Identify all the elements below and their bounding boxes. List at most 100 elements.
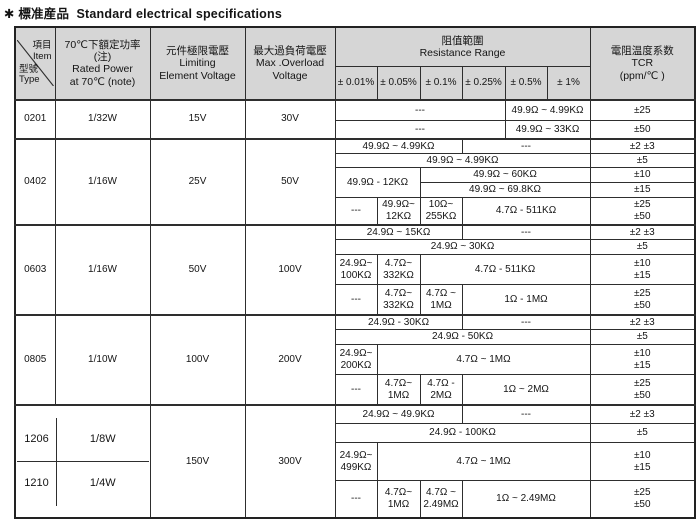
overload-voltage-cell: 300V (244, 403, 336, 519)
range-cell: 24.9Ω - 30KΩ (334, 313, 463, 331)
row-1206-2: 24.9Ω - 100KΩ ±5 (15, 423, 696, 444)
type-cell: 0603 (14, 223, 56, 316)
range-cell: 49.9Ω ~ 4.99KΩ (334, 153, 591, 169)
range-cell: 24.9Ω ~ 49.9KΩ (334, 403, 463, 425)
tcr-cell: ±10 (589, 167, 696, 184)
range-cell: 49.9Ω ~ 4.99KΩ (504, 98, 591, 122)
range-cell: --- (334, 197, 378, 226)
range-cell: --- (334, 374, 378, 406)
tcr-cell: ±10 ±15 (589, 254, 696, 286)
rated-power-cell: 1/32W (54, 98, 151, 140)
tcr-cell: ±25 (589, 98, 696, 122)
tcr-cell: ±5 (589, 239, 696, 256)
range-cell: 1Ω ~ 2.49MΩ (461, 479, 591, 519)
row-0805-4: --- 4.7Ω~ 1MΩ 4.7Ω - 2MΩ 1Ω ~ 2MΩ ±25 ±5… (15, 374, 696, 406)
range-cell: 1Ω ~ 2MΩ (461, 374, 591, 406)
header-limiting-voltage: 元件極限電壓 Limiting Element Voltage (149, 26, 246, 101)
range-cell: 4.7Ω~ 332KΩ (376, 284, 421, 316)
rated-power-cell: 1/4W (89, 477, 116, 490)
spec-table: 項目 Item 型號 Type 70℃下額定功率(注) Rated Power … (14, 26, 696, 519)
row-0402-5: --- 49.9Ω~ 12KΩ 10Ω~ 255KΩ 4.7Ω - 511KΩ … (15, 197, 696, 226)
header-row-2: ± 0.01% ± 0.05% ± 0.1% ± 0.25% ± 0.5% ± … (15, 66, 695, 101)
row-0603-3: 24.9Ω~ 100KΩ 4.7Ω~ 332KΩ 4.7Ω - 511KΩ ±1… (15, 254, 696, 286)
type-cell: 0805 (14, 313, 56, 406)
row-0402-4: 49.9Ω ~ 69.8KΩ ±15 (15, 182, 696, 199)
limiting-voltage-cell: 100V (149, 313, 246, 406)
type-power-split-cell: 1206 1/8W 1210 1/4W (14, 403, 151, 519)
row-0402-1: 0402 1/16W 25V 50V 49.9Ω ~ 4.99KΩ --- ±2… (14, 137, 696, 226)
limiting-voltage-cell: 150V (149, 403, 246, 519)
corner-wrap: 項目 Item 型號 Type (17, 40, 54, 87)
range-cell: 24.9Ω - 50KΩ (334, 329, 591, 346)
tcr-cell: ±5 (589, 423, 696, 444)
tcr-cell: ±10 ±15 (589, 344, 696, 376)
rated-power-cell: 1/16W (54, 223, 151, 316)
range-cell: 24.9Ω~ 100KΩ (334, 254, 378, 286)
range-cell: 49.9Ω ~ 33KΩ (504, 120, 591, 140)
range-cell: 24.9Ω ~ 30KΩ (334, 239, 591, 256)
rated-power-cell: 1/16W (54, 137, 151, 226)
range-cell: 4.7Ω ~ 2.49MΩ (419, 479, 463, 519)
range-cell: 24.9Ω~ 499KΩ (334, 442, 378, 481)
header-tol-1: ± 1% (546, 66, 591, 101)
row-0201-2: --- 49.9Ω ~ 33KΩ ±50 (15, 120, 696, 140)
split-grid: 1206 1/8W 1210 1/4W (17, 417, 149, 506)
limiting-voltage-cell: 50V (149, 223, 246, 316)
type-cell: 1206 (17, 417, 57, 462)
tcr-cell: ±25 ±50 (589, 374, 696, 406)
range-cell: 49.9Ω~ 12KΩ (376, 197, 421, 226)
corner-cell: 項目 Item 型號 Type (14, 26, 56, 101)
range-cell: 24.9Ω - 100KΩ (334, 423, 591, 444)
range-cell: --- (461, 313, 591, 331)
row-0201-1: 0201 1/32W 15V 30V --- 49.9Ω ~ 4.99KΩ ±2… (14, 98, 696, 140)
corner-item-label: 項目 Item (32, 40, 52, 62)
range-cell: --- (461, 137, 591, 155)
tcr-cell: ±25 ±50 (589, 197, 696, 226)
range-cell: 4.7Ω ~ 1MΩ (419, 284, 463, 316)
tcr-cell: ±5 (589, 153, 696, 169)
row-0603-2: 24.9Ω ~ 30KΩ ±5 (15, 239, 696, 256)
range-cell: 4.7Ω - 2MΩ (419, 374, 463, 406)
row-0805-3: 24.9Ω~ 200KΩ 4.7Ω ~ 1MΩ ±10 ±15 (15, 344, 696, 376)
type-cell: 0402 (14, 137, 56, 226)
range-cell: 4.7Ω - 511KΩ (419, 254, 591, 286)
range-cell: --- (334, 479, 378, 519)
range-cell: 4.7Ω~ 1MΩ (376, 374, 421, 406)
header-tol-001: ± 0.01% (334, 66, 378, 101)
tcr-cell: ±2 ±3 (589, 403, 696, 425)
type-cell: 0201 (14, 98, 56, 140)
tcr-cell: ±10 ±15 (589, 442, 696, 481)
range-cell: --- (334, 98, 506, 122)
range-cell: 49.9Ω ~ 69.8KΩ (419, 182, 591, 199)
header-row-1: 項目 Item 型號 Type 70℃下額定功率(注) Rated Power … (14, 26, 696, 101)
range-cell: 49.9Ω - 12KΩ (334, 167, 421, 199)
header-tol-025: ± 0.25% (461, 66, 506, 101)
range-cell: 4.7Ω ~ 1MΩ (376, 442, 591, 481)
tcr-cell: ±2 ±3 (589, 137, 696, 155)
limiting-voltage-cell: 25V (149, 137, 246, 226)
range-cell: 49.9Ω ~ 60KΩ (419, 167, 591, 184)
range-cell: --- (461, 223, 591, 241)
row-0603-1: 0603 1/16W 50V 100V 24.9Ω ~ 15KΩ --- ±2 … (14, 223, 696, 316)
range-cell: 4.7Ω ~ 1MΩ (376, 344, 591, 376)
range-cell: 1Ω - 1MΩ (461, 284, 591, 316)
overload-voltage-cell: 100V (244, 223, 336, 316)
row-0402-3: 49.9Ω - 12KΩ 49.9Ω ~ 60KΩ ±10 (15, 167, 696, 199)
row-0805-1: 0805 1/10W 100V 200V 24.9Ω - 30KΩ --- ±2… (14, 313, 696, 406)
limiting-voltage-cell: 15V (149, 98, 246, 140)
range-cell: --- (334, 120, 506, 140)
overload-voltage-cell: 50V (244, 137, 336, 226)
range-cell: 4.7Ω~ 1MΩ (376, 479, 421, 519)
range-cell: 4.7Ω - 511KΩ (461, 197, 591, 226)
tcr-cell: ±25 ±50 (589, 479, 696, 519)
rated-power-cell: 1/10W (54, 313, 151, 406)
range-cell: 24.9Ω ~ 15KΩ (334, 223, 463, 241)
range-cell: 4.7Ω~ 332KΩ (376, 254, 421, 286)
tcr-cell: ±25 ±50 (589, 284, 696, 316)
tcr-cell: ±5 (589, 329, 696, 346)
header-overload-voltage: 最大過負荷電壓 Max .Overload Voltage (244, 26, 336, 101)
tcr-cell: ±15 (589, 182, 696, 199)
corner-type-label: 型號 Type (19, 63, 40, 85)
tcr-cell: ±2 ±3 (589, 223, 696, 241)
